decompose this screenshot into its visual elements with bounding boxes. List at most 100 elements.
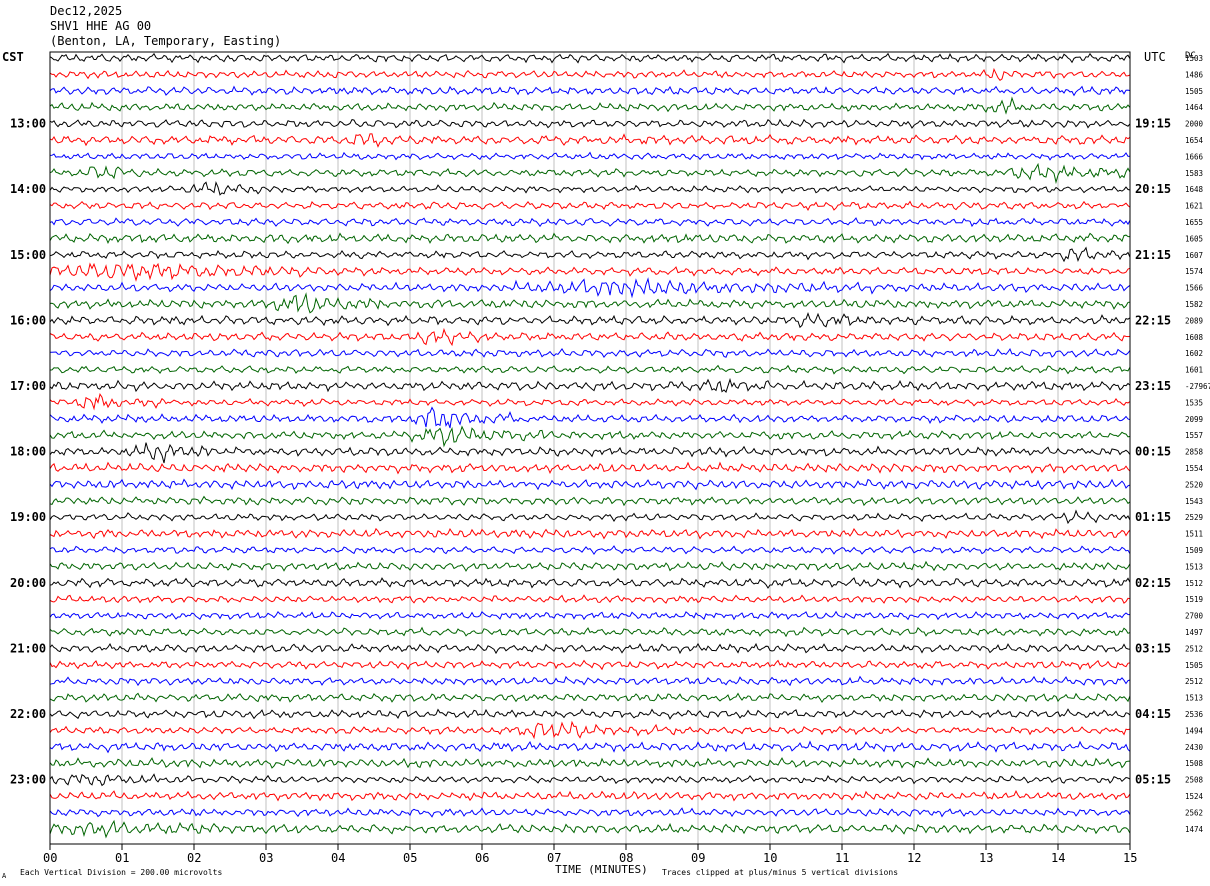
dc-offset-label: 2099 [1185,415,1203,424]
dc-offset-label: 1474 [1185,825,1204,834]
right-hour-label: 03:15 [1135,641,1171,655]
dc-offset-label: -27967 [1185,382,1210,391]
dc-offset-label: 1655 [1185,218,1203,227]
dc-offset-label: 2089 [1185,316,1203,325]
trace-line-42 [49,740,1131,754]
x-tick-label: 09 [691,851,705,865]
trace-line-23 [49,425,1131,448]
dc-offset-label: 1554 [1185,464,1204,473]
right-hour-label: 21:15 [1135,248,1171,262]
trace-line-30 [49,545,1131,556]
x-tick-label: 13 [979,851,993,865]
corner-mark: A [2,872,7,880]
x-tick-label: 07 [547,851,561,865]
left-hour-label: 15:00 [10,248,46,262]
left-hour-label: 20:00 [10,576,46,590]
left-hour-label: 14:00 [10,182,46,196]
left-hour-label: 16:00 [10,313,46,327]
trace-line-8 [49,180,1131,196]
dc-offset-label: 1566 [1185,284,1204,293]
trace-line-36 [49,642,1131,655]
dc-offset-label: 1511 [1185,530,1203,539]
header-date: Dec12,2025 [50,4,123,18]
x-tick-label: 02 [187,851,201,865]
dc-offset-label: 2512 [1185,644,1203,653]
dc-offset-label: 1574 [1185,267,1204,276]
dc-offset-label: 1543 [1185,497,1203,506]
axis-labels: 00 01 02 03 04 05 06 07 08 09 10 11 12 13 14 15 1503 1486… [10,54,1210,865]
x-tick-label: 01 [115,851,129,865]
plot-frame [49,51,1131,845]
dc-offset-label: 2700 [1185,612,1204,621]
right-hour-label: 01:15 [1135,510,1171,524]
trace-line-24 [49,442,1131,464]
dc-offset-label: 1654 [1185,136,1204,145]
seismogram-traces [49,52,1131,839]
left-axis-title: CST [2,50,24,64]
trace-line-18 [49,347,1131,358]
trace-line-29 [49,527,1131,540]
right-hour-label: 02:15 [1135,576,1171,590]
header-location: (Benton, LA, Temporary, Easting) [50,34,282,48]
dc-offset-label: 2536 [1185,710,1204,719]
trace-line-33 [49,594,1131,604]
dc-offset-label: 1605 [1185,234,1203,243]
x-tick-label: 15 [1123,851,1137,865]
trace-line-38 [49,675,1131,687]
trace-line-45 [49,789,1131,802]
right-hour-label: 04:15 [1135,707,1171,721]
dc-offset-label: 1464 [1185,103,1204,112]
dc-offset-label: 1666 [1185,152,1204,161]
dc-offset-label: 2512 [1185,677,1203,686]
trace-line-6 [49,151,1131,161]
header-station: SHV1 HHE AG 00 [50,19,152,33]
dc-offset-label: 2000 [1185,120,1204,129]
dc-offset-label: 1648 [1185,185,1204,194]
left-hour-label: 17:00 [10,379,46,393]
trace-line-4 [49,118,1131,129]
x-tick-label: 08 [619,851,633,865]
trace-line-13 [49,262,1131,282]
dc-offset-label: 1513 [1185,694,1203,703]
trace-line-14 [49,277,1131,299]
dc-offset-label: 1513 [1185,562,1203,571]
dc-offset-label: 1602 [1185,349,1203,358]
dc-offset-label: 1582 [1185,300,1203,309]
trace-line-11 [49,232,1131,245]
dc-offset-label: 1508 [1185,759,1204,768]
x-tick-label: 14 [1051,851,1065,865]
trace-line-34 [49,610,1131,621]
clip-note: Traces clipped at plus/minus 5 vertical … [662,868,898,877]
trace-line-41 [49,720,1131,740]
dc-offset-label: 2562 [1185,808,1203,817]
trace-line-28 [49,509,1131,525]
trace-line-20 [49,377,1131,393]
trace-line-46 [49,807,1131,818]
dc-offset-label: 2529 [1185,513,1203,522]
trace-line-17 [49,327,1131,347]
trace-line-26 [49,478,1131,491]
left-hour-label: 22:00 [10,707,46,721]
trace-line-40 [49,708,1131,720]
left-hour-label: 21:00 [10,641,46,655]
trace-line-12 [49,246,1131,263]
left-hour-label: 18:00 [10,445,46,459]
trace-line-25 [49,461,1131,475]
trace-line-19 [49,364,1131,375]
dc-offset-label: 2508 [1185,776,1204,785]
dc-offset-label: 1509 [1185,546,1203,555]
trace-line-10 [49,217,1131,228]
trace-line-31 [49,560,1131,572]
dc-offset-label: 1583 [1185,169,1203,178]
trace-line-37 [49,659,1131,671]
dc-offset-label: 1486 [1185,70,1204,79]
dc-offset-label: 1621 [1185,202,1203,211]
trace-line-21 [49,392,1131,411]
right-axis-title: UTC [1144,50,1166,64]
trace-line-3 [49,96,1131,115]
trace-line-47 [49,819,1131,839]
trace-line-9 [49,200,1131,212]
trace-line-32 [49,577,1131,589]
trace-line-1 [49,67,1131,81]
